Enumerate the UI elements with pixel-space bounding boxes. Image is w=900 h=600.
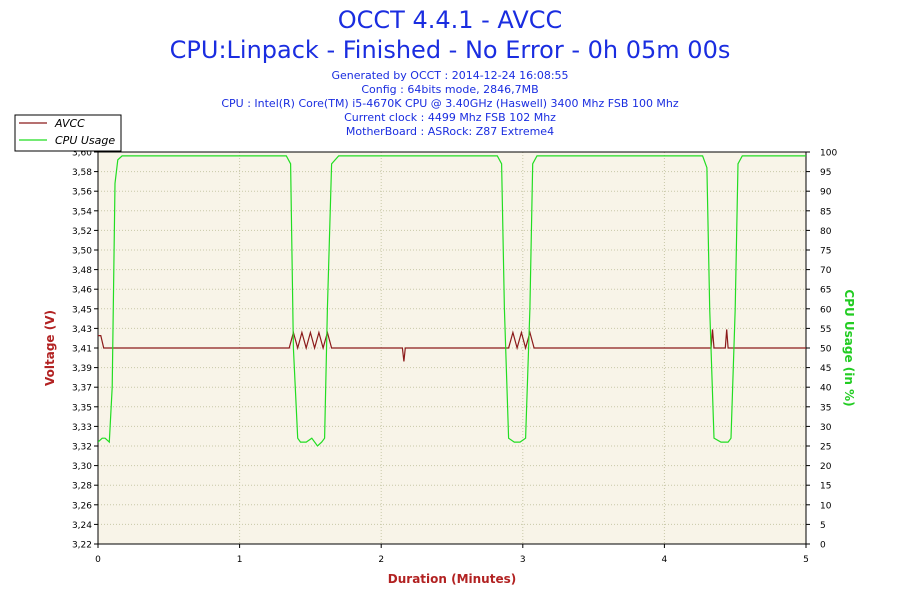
y2-tick-label: 70 [820, 266, 832, 276]
x-axis-label: Duration (Minutes) [388, 572, 516, 586]
legend: AVCC CPU Usage [14, 114, 122, 152]
y2-tick-label: 45 [820, 364, 831, 374]
y-tick-label: 3,54 [72, 207, 92, 217]
y2-tick-label: 15 [820, 482, 831, 492]
y-tick-label: 3,46 [72, 286, 92, 296]
y2-tick-label: 55 [820, 325, 831, 335]
y-tick-label: 3,33 [72, 423, 92, 433]
y-tick-label: 3,26 [72, 501, 92, 511]
info-clock: Current clock : 4499 Mhz FSB 102 Mhz [344, 111, 556, 124]
y-tick-label: 3,37 [72, 384, 92, 394]
y-tick-label: 3,45 [72, 305, 92, 315]
y-tick-label: 3,28 [72, 482, 92, 492]
y2-tick-label: 35 [820, 403, 831, 413]
y-tick-label: 3,39 [72, 364, 92, 374]
y2-tick-label: 60 [820, 305, 832, 315]
y2-tick-label: 85 [820, 207, 831, 217]
series-line-cpu-usage [98, 155, 806, 447]
chart-title: OCCT 4.4.1 - AVCC [337, 6, 563, 34]
y-tick-label: 3,56 [72, 188, 92, 198]
y2-axis-label: CPU Usage (in %) [842, 289, 856, 406]
y-tick-label: 3,24 [72, 521, 92, 531]
y2-tick-label: 5 [820, 521, 826, 531]
x-tick-label: 4 [662, 555, 668, 565]
info-cpu: CPU : Intel(R) Core(TM) i5-4670K CPU @ 3… [221, 97, 679, 110]
y-tick-label: 3,32 [72, 443, 92, 453]
y2-tick-label: 75 [820, 247, 831, 257]
y-tick-label: 3,22 [72, 541, 92, 551]
y2-tick-label: 90 [820, 188, 832, 198]
y-tick-label: 3,52 [72, 227, 92, 237]
y2-tick-label: 10 [820, 501, 832, 511]
x-tick-label: 5 [803, 555, 809, 565]
x-tick-label: 2 [378, 555, 384, 565]
y2-tick-label: 50 [820, 345, 832, 355]
y2-tick-label: 65 [820, 286, 831, 296]
info-motherboard: MotherBoard : ASRock: Z87 Extreme4 [345, 125, 555, 138]
y2-tick-label: 40 [820, 384, 832, 394]
legend-label-avcc: AVCC [54, 117, 85, 130]
x-tick-label: 3 [520, 555, 526, 565]
y2-tick-label: 80 [820, 227, 832, 237]
legend-box [14, 114, 122, 152]
y2-tick-label: 0 [820, 541, 826, 551]
y-axis-label: Voltage (V) [43, 310, 57, 386]
y2-tick-label: 100 [820, 149, 837, 159]
y-tick-label: 3,30 [72, 462, 92, 472]
y-tick-label: 3,35 [72, 403, 92, 413]
y-tick-label: 3,58 [72, 168, 92, 178]
y-tick-label: 3,41 [72, 345, 92, 355]
x-tick-label: 1 [237, 555, 243, 565]
y2-tick-label: 20 [820, 462, 832, 472]
y-tick-label: 3,48 [72, 266, 92, 276]
y-tick-label: 3,60 [72, 149, 92, 159]
legend-label-cpu-usage: CPU Usage [55, 134, 115, 147]
series-line-avcc [98, 329, 806, 362]
info-generated: Generated by OCCT : 2014-12-24 16:08:55 [331, 69, 569, 82]
x-tick-label: 0 [95, 555, 101, 565]
y-tick-label: 3,43 [72, 325, 92, 335]
y-tick-label: 3,50 [72, 247, 92, 257]
y2-tick-label: 30 [820, 423, 832, 433]
chart-subtitle: CPU:Linpack - Finished - No Error - 0h 0… [169, 36, 731, 64]
info-config: Config : 64bits mode, 2846,7MB [361, 83, 539, 96]
y2-tick-label: 25 [820, 443, 831, 453]
y2-tick-label: 95 [820, 168, 831, 178]
